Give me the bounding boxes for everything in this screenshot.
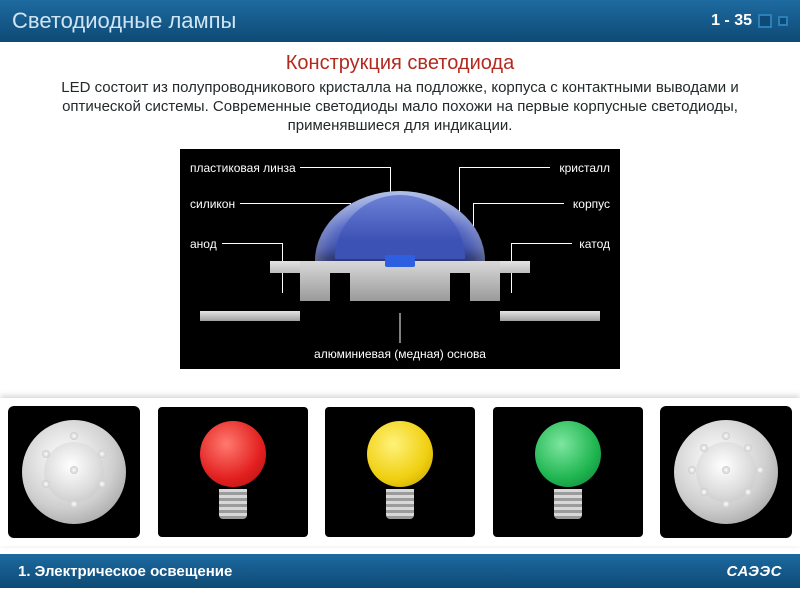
led-dot-icon — [70, 500, 78, 508]
top-bar: Светодиодные лампы 1 - 35 — [0, 0, 800, 42]
thumbnail-row — [0, 398, 800, 546]
diagram-cutout — [450, 273, 470, 301]
led-dot-icon — [722, 466, 730, 474]
page-number: 1 - 35 — [711, 12, 752, 30]
led-dot-icon — [722, 432, 730, 440]
socket-icon — [219, 489, 247, 519]
label-silicone: силикон — [190, 197, 235, 211]
led-dot-icon — [70, 432, 78, 440]
diagram-cathode-lead — [500, 311, 600, 321]
led-dot-icon — [744, 444, 752, 452]
chapter-label: 1. Электрическое освещение — [18, 563, 232, 580]
leader-line — [222, 243, 282, 244]
bulb-icon — [367, 421, 433, 487]
leader-line — [460, 167, 550, 168]
leader-line — [512, 243, 572, 244]
label-cathode: катод — [579, 237, 610, 251]
leader-line — [400, 313, 401, 343]
leader-line — [300, 167, 390, 168]
label-case: корпус — [573, 197, 610, 211]
decor-square-icon — [778, 16, 788, 26]
socket-icon — [554, 489, 582, 519]
led-dot-icon — [70, 466, 78, 474]
led-dot-icon — [98, 450, 106, 458]
led-dot-icon — [756, 466, 764, 474]
diagram-crystal-chip — [385, 255, 415, 267]
brand-label: САЭЭС — [727, 563, 782, 580]
spot-lamp-right — [660, 406, 792, 538]
decor-square-icon — [758, 14, 772, 28]
led-dot-icon — [722, 500, 730, 508]
bulb-icon — [200, 421, 266, 487]
led-dot-icon — [744, 488, 752, 496]
leader-line — [240, 203, 350, 204]
section-subtitle: Конструкция светодиода — [0, 52, 800, 75]
reflector-icon — [22, 420, 126, 524]
green-bulb-thumb — [493, 407, 643, 537]
led-dot-icon — [98, 480, 106, 488]
leader-line — [474, 203, 564, 204]
led-dot-icon — [688, 466, 696, 474]
body-text: LED состоит из полупроводникового криста… — [22, 79, 778, 135]
spot-lamp-left — [8, 406, 140, 538]
label-plastic-lens: пластиковая линза — [190, 161, 296, 175]
led-dot-icon — [700, 444, 708, 452]
label-anode: анод — [190, 237, 217, 251]
led-dot-icon — [42, 480, 50, 488]
diagram-anode-lead — [200, 311, 300, 321]
led-dot-icon — [700, 488, 708, 496]
reflector-icon — [674, 420, 778, 524]
led-dot-icon — [42, 450, 50, 458]
page-indicator: 1 - 35 — [711, 12, 788, 30]
label-crystal: кристалл — [559, 161, 610, 175]
socket-icon — [386, 489, 414, 519]
diagram-cutout — [330, 273, 350, 301]
bottom-bar: 1. Электрическое освещение САЭЭС — [0, 554, 800, 588]
bulb-icon — [535, 421, 601, 487]
slide-title: Светодиодные лампы — [12, 8, 236, 34]
yellow-bulb-thumb — [325, 407, 475, 537]
label-base: алюминиевая (медная) основа — [314, 347, 486, 361]
red-bulb-thumb — [158, 407, 308, 537]
led-cross-section-diagram: пластиковая линза силикон анод кристалл … — [180, 149, 620, 369]
